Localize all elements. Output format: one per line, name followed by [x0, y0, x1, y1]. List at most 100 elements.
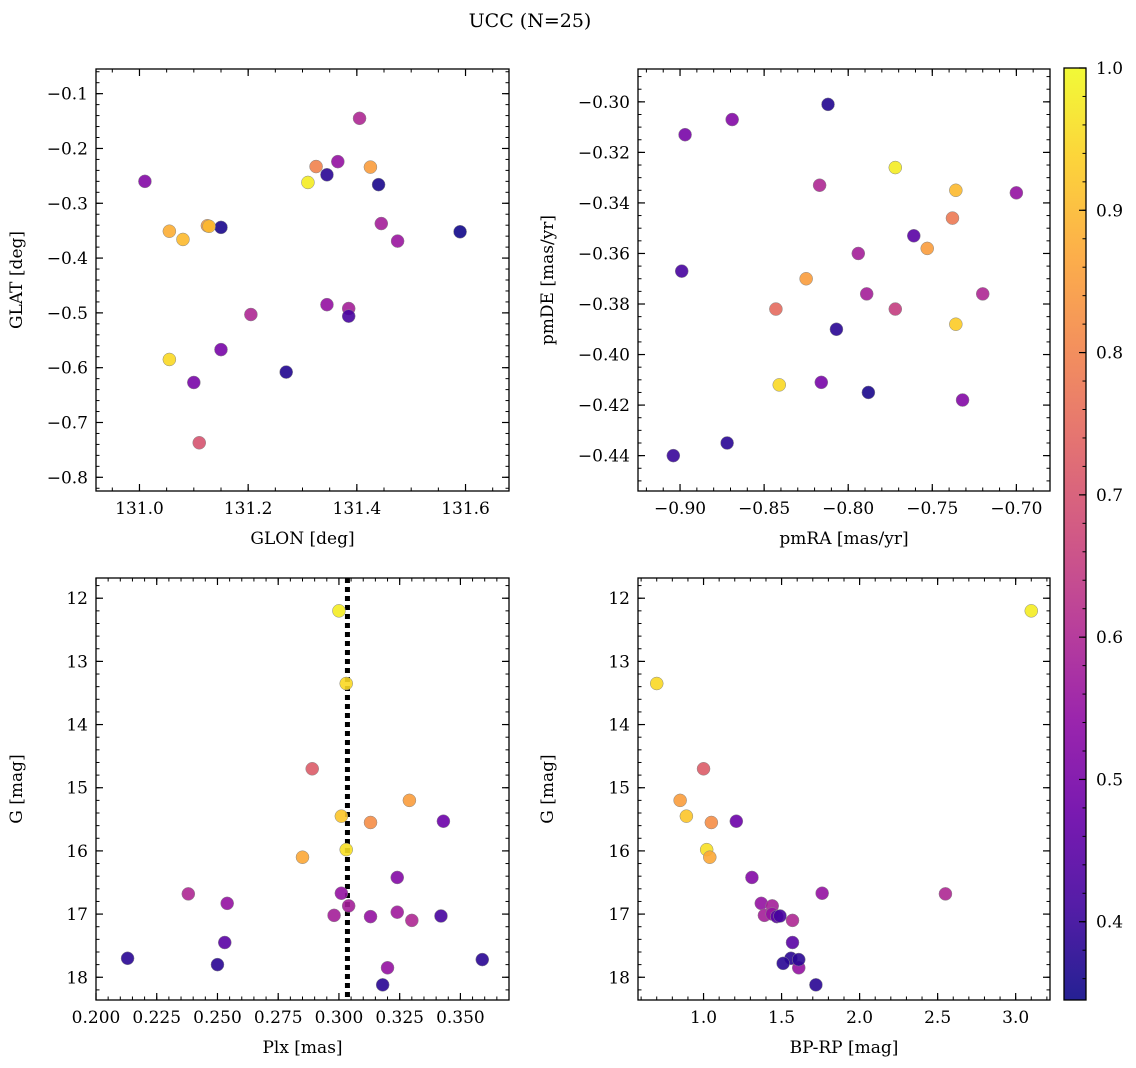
scatter-panel-proper-motion: −0.90 −0.85 −0.80 −0.75 −0.70 −0.44 −0.42 −0.40…: [538, 68, 1051, 549]
scatter-point: [955, 393, 970, 407]
x-tick-label: 131.4: [333, 499, 382, 519]
scatter-point: [390, 905, 404, 919]
y-tick-label: −0.42: [578, 396, 630, 416]
colorbar-tick-label: 0.7: [1096, 486, 1123, 506]
scatter-point: [374, 216, 389, 231]
y-tick-label: −0.38: [578, 295, 630, 315]
scatter-point: [218, 935, 232, 950]
y-tick-label: −0.7: [47, 413, 88, 433]
scatter-point: [320, 297, 334, 312]
x-axis-label: BP-RP [mag]: [790, 1038, 899, 1058]
x-axis-label: GLON [deg]: [250, 529, 354, 549]
x-tick-label: 1.5: [768, 1008, 795, 1028]
x-tick-label: 131.2: [224, 499, 273, 519]
scatter-point: [334, 809, 349, 823]
y-axis-label: pmDE [mas/yr]: [538, 215, 558, 345]
y-tick-label: 12: [608, 589, 630, 609]
scatter-point: [334, 886, 349, 900]
scatter-point: [945, 211, 960, 225]
scatter-point: [327, 908, 341, 923]
scatter-point: [791, 952, 806, 967]
y-tick-label: −0.32: [578, 143, 630, 163]
scatter-point: [371, 177, 386, 192]
scatter-point: [305, 762, 319, 776]
scatter-point: [720, 436, 734, 450]
x-tick-label: 2.0: [846, 1008, 873, 1028]
scatter-point: [851, 246, 866, 261]
scatter-point: [785, 935, 800, 950]
scatter-point: [331, 154, 345, 169]
y-tick-label: −0.1: [47, 85, 88, 105]
y-tick-label: −0.40: [578, 346, 630, 366]
scatter-point: [279, 365, 293, 379]
y-tick-label: −0.44: [578, 447, 630, 467]
scatter-point: [375, 978, 390, 992]
figure-title: UCC (N=25): [469, 10, 592, 32]
scatter-point: [907, 229, 921, 243]
scatter-point: [309, 159, 323, 174]
scatter-point: [405, 913, 419, 928]
scatter-point: [859, 287, 874, 301]
scatter-point: [363, 160, 378, 174]
scatter-panel-sky-position: 131.0 131.2 131.4 131.6 −0.8 −0.7 −0.6 −0.5 −0.4…: [7, 68, 510, 549]
colorbar-tick-label: 0.5: [1096, 770, 1123, 790]
scatter-point: [821, 97, 835, 112]
y-tick-label: −0.3: [47, 194, 88, 214]
y-tick-label: 18: [608, 968, 630, 988]
colorbar-tick-label: 0.6: [1096, 628, 1123, 648]
scatter-point: [888, 160, 903, 175]
scatter-point: [745, 870, 759, 885]
scatter-point: [814, 375, 829, 390]
scatter-point: [390, 870, 404, 885]
scatter-point: [202, 219, 216, 234]
y-tick-label: 15: [66, 779, 88, 799]
scatter-point: [244, 307, 258, 322]
scatter-point: [674, 264, 689, 278]
y-axis-label: G [mag]: [7, 754, 27, 823]
scatter-point: [220, 896, 234, 911]
colorbar-tick-label: 0.9: [1096, 201, 1123, 221]
scatter-point: [679, 809, 694, 823]
scatter-point: [1009, 186, 1024, 200]
scatter-point: [949, 317, 963, 331]
scatter-point: [678, 127, 692, 142]
scatter-point: [769, 302, 783, 316]
colorbar-tick-label: 1.0: [1096, 59, 1123, 79]
scatter-point: [453, 225, 467, 239]
x-axis-label: pmRA [mas/yr]: [779, 529, 908, 549]
scatter-point: [829, 322, 844, 337]
x-tick-label: 0.350: [436, 1008, 485, 1028]
scatter-point: [210, 957, 225, 972]
scatter-point: [949, 183, 963, 198]
x-tick-label: 0.275: [254, 1008, 303, 1028]
y-tick-label: 18: [66, 968, 88, 988]
scatter-point: [339, 676, 353, 691]
y-tick-label: −0.30: [578, 93, 630, 113]
scatter-point: [434, 909, 448, 923]
scatter-point: [363, 815, 378, 830]
y-tick-label: 15: [608, 779, 630, 799]
scatter-point: [815, 886, 829, 900]
y-tick-label: 13: [608, 652, 630, 672]
scatter-point: [187, 375, 201, 390]
x-tick-label: 2.5: [924, 1008, 951, 1028]
scatter-point: [295, 850, 310, 864]
x-tick-label: −0.85: [738, 499, 790, 519]
scatter-point: [704, 815, 719, 830]
scatter-point: [649, 676, 664, 691]
y-tick-label: −0.36: [578, 244, 630, 264]
scatter-panel-parallax-magnitude: 0.200 0.225 0.250 0.275 0.300 0.325 0.350 12 13 1…: [7, 577, 510, 1058]
y-tick-label: 13: [66, 652, 88, 672]
scatter-point: [176, 232, 190, 247]
scatter-point: [120, 951, 135, 966]
y-tick-label: 12: [66, 589, 88, 609]
scatter-point: [363, 909, 378, 924]
scatter-point: [162, 224, 177, 238]
x-tick-label: 0.300: [315, 1008, 364, 1028]
y-tick-label: −0.34: [578, 194, 630, 214]
colorbar-tick-label: 0.4: [1096, 913, 1123, 933]
scatter-point: [938, 887, 953, 901]
scatter-point: [214, 342, 228, 357]
scatter-panel-color-magnitude: 1.0 1.5 2.0 2.5 3.0 12 13 14 15 16 17 18 BP-RP [mag]…: [538, 577, 1051, 1058]
colorbar-tick-label: 0.8: [1096, 344, 1123, 364]
